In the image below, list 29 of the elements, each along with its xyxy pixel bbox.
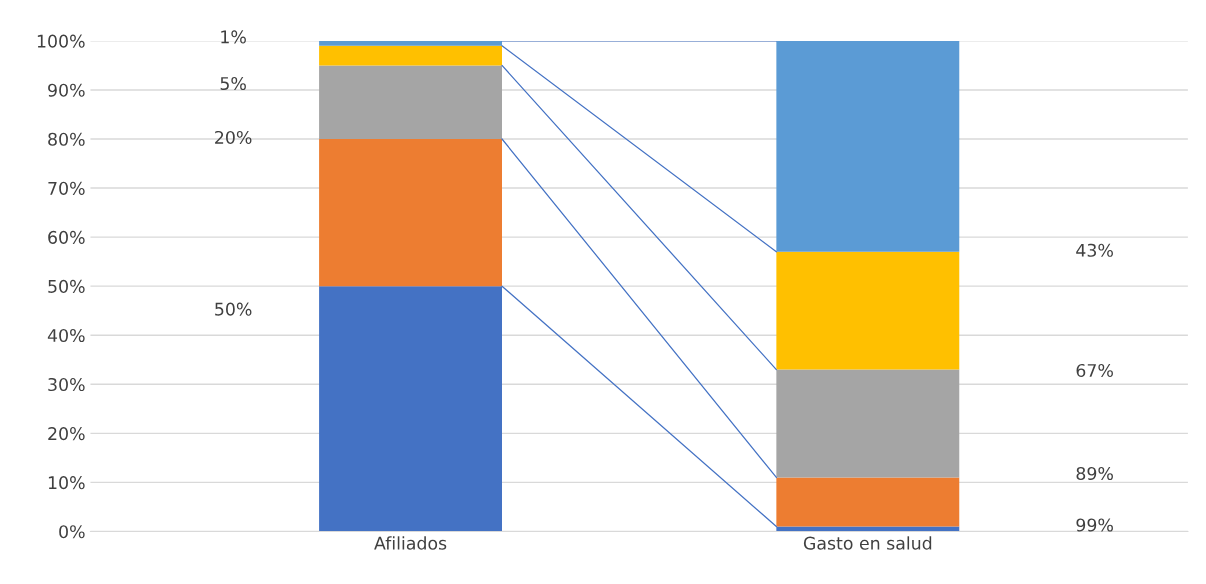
annotation: 43% [1076,243,1113,257]
y-tick-label: 100% [37,34,85,48]
annotation: 99% [1076,518,1113,532]
bar [776,369,960,478]
annotation: 20% [215,130,252,145]
annotation: 5% [220,76,246,91]
annotation: 89% [1076,466,1113,481]
annotation: 67% [1076,363,1113,378]
y-tick-label: 70% [48,181,85,195]
x-tick-label: Afiliados [374,536,447,550]
bar [776,251,960,370]
annotation: 50% [215,302,252,316]
bar [319,65,502,139]
bar [776,477,960,527]
bar [776,40,960,252]
annotation: 1% [221,30,246,44]
y-tick-label: 40% [47,328,85,343]
x-tick-label: Gasto en salud [803,536,932,550]
y-tick-label: 60% [48,230,85,244]
y-tick-label: 50% [48,279,85,293]
y-tick-label: 80% [48,132,85,146]
bar [319,138,502,287]
bar [319,45,502,66]
bar [319,40,502,46]
y-tick-label: 90% [48,83,85,97]
y-tick-label: 10% [48,476,85,490]
y-tick-label: 0% [59,525,85,539]
y-tick-label: 30% [48,377,85,392]
y-tick-label: 20% [48,427,85,441]
